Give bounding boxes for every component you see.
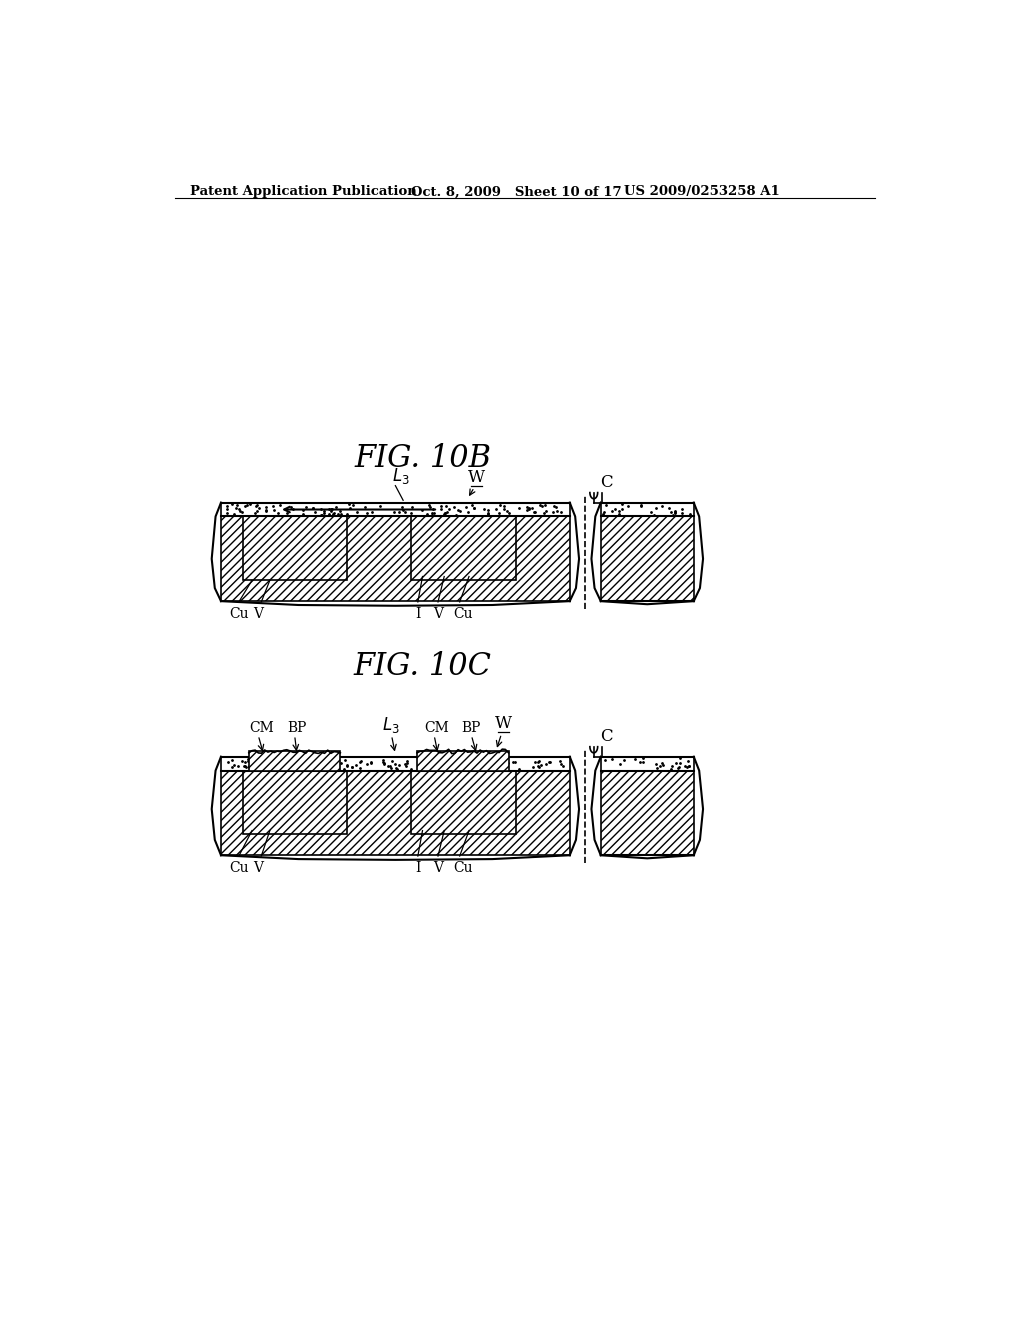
- Text: Oct. 8, 2009   Sheet 10 of 17: Oct. 8, 2009 Sheet 10 of 17: [411, 185, 622, 198]
- Text: $L_3$: $L_3$: [391, 466, 410, 486]
- Bar: [221, 771, 569, 855]
- Bar: [411, 771, 515, 834]
- Text: V: V: [254, 607, 263, 622]
- Text: $L_3$: $L_3$: [382, 715, 400, 735]
- Bar: [417, 751, 509, 771]
- Text: Cu: Cu: [454, 862, 473, 875]
- Text: W: W: [468, 469, 485, 486]
- Text: BP: BP: [461, 721, 480, 735]
- Text: CM: CM: [424, 721, 449, 735]
- Bar: [601, 503, 693, 516]
- Text: Cu: Cu: [228, 607, 249, 622]
- Text: C: C: [600, 474, 612, 491]
- Text: V: V: [433, 607, 443, 622]
- Bar: [221, 516, 569, 601]
- Bar: [221, 503, 569, 516]
- Text: I: I: [415, 862, 421, 875]
- Bar: [601, 516, 693, 601]
- Text: W: W: [495, 715, 512, 733]
- Bar: [243, 516, 347, 581]
- Text: Cu: Cu: [454, 607, 473, 622]
- Text: I: I: [415, 607, 421, 622]
- Bar: [601, 756, 693, 771]
- Text: BP: BP: [287, 721, 306, 735]
- Text: CM: CM: [250, 721, 274, 735]
- Text: FIG. 10B: FIG. 10B: [354, 444, 490, 474]
- Bar: [221, 756, 569, 771]
- Text: US 2009/0253258 A1: US 2009/0253258 A1: [624, 185, 779, 198]
- Bar: [249, 751, 340, 771]
- Text: Cu: Cu: [228, 862, 249, 875]
- Text: V: V: [254, 862, 263, 875]
- Text: Patent Application Publication: Patent Application Publication: [190, 185, 417, 198]
- Text: C: C: [600, 729, 612, 744]
- Bar: [243, 771, 347, 834]
- Bar: [601, 771, 693, 855]
- Text: FIG. 10C: FIG. 10C: [353, 651, 492, 682]
- Bar: [411, 516, 515, 581]
- Text: V: V: [433, 862, 443, 875]
